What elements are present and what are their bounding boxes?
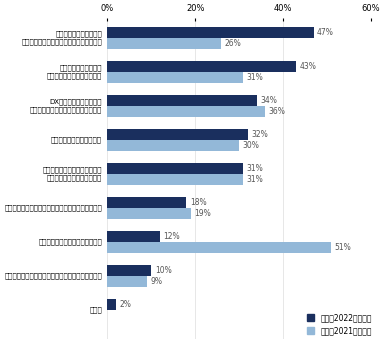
Bar: [108, 242, 331, 253]
Legend: 今回（2022年実施）, 前回（2021年実施）: 今回（2022年実施）, 前回（2021年実施）: [307, 313, 372, 335]
Text: 31%: 31%: [247, 73, 264, 82]
Text: 43%: 43%: [300, 62, 316, 71]
Bar: [108, 27, 313, 38]
Text: 12%: 12%: [164, 232, 180, 241]
Text: 9%: 9%: [151, 277, 162, 286]
Bar: [108, 95, 257, 106]
Bar: [108, 174, 243, 185]
Bar: [108, 299, 116, 310]
Text: 30%: 30%: [243, 141, 259, 150]
Bar: [108, 129, 248, 140]
Bar: [108, 276, 147, 287]
Text: 26%: 26%: [225, 39, 242, 48]
Text: 18%: 18%: [190, 198, 207, 207]
Text: 47%: 47%: [317, 28, 334, 37]
Text: 2%: 2%: [120, 300, 132, 309]
Bar: [108, 61, 296, 72]
Bar: [108, 265, 151, 276]
Bar: [108, 72, 243, 83]
Text: 19%: 19%: [194, 209, 211, 218]
Bar: [108, 106, 265, 117]
Bar: [108, 38, 222, 49]
Text: 32%: 32%: [251, 130, 268, 139]
Text: 31%: 31%: [247, 175, 264, 184]
Bar: [108, 140, 239, 151]
Text: 31%: 31%: [247, 164, 264, 173]
Text: 36%: 36%: [269, 107, 286, 116]
Bar: [108, 231, 160, 242]
Text: 51%: 51%: [334, 243, 351, 252]
Bar: [108, 163, 243, 174]
Bar: [108, 208, 191, 219]
Bar: [108, 197, 186, 208]
Text: 34%: 34%: [260, 96, 277, 105]
Text: 10%: 10%: [155, 266, 172, 275]
